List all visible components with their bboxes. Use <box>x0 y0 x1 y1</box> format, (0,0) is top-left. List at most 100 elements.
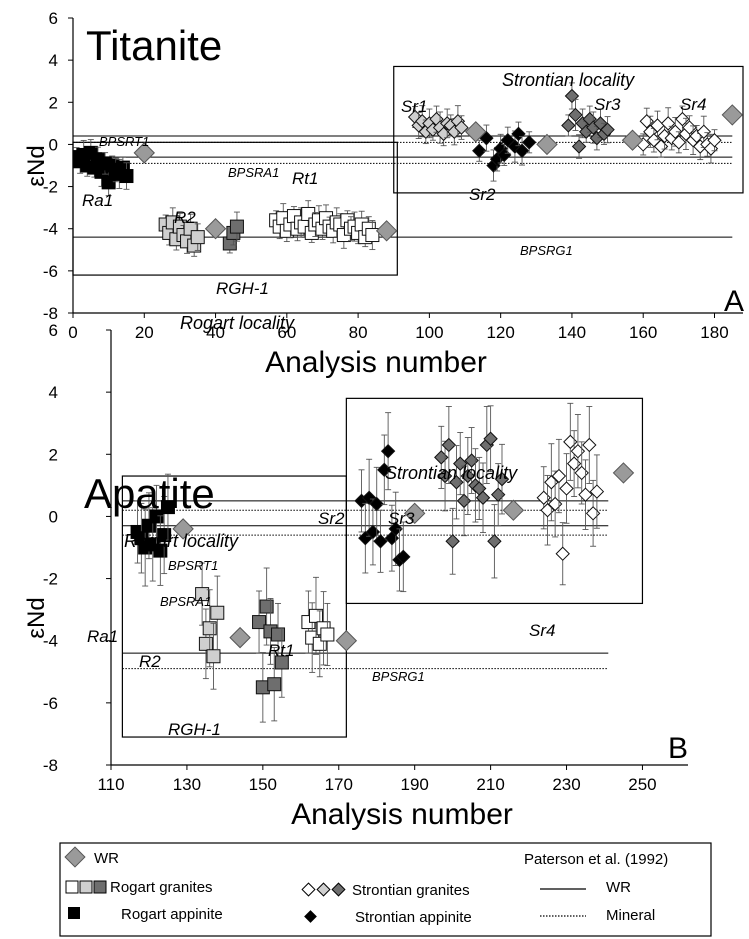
panel-a-xlabel: Analysis number <box>265 346 487 379</box>
panel-b-square-marker <box>259 599 274 614</box>
panel-b-data-point <box>198 608 213 680</box>
panel-b-data-point <box>494 443 510 515</box>
panel-b-diamond-marker <box>483 431 498 446</box>
panel-b-data-point <box>483 405 498 473</box>
panel-b-diamond-marker <box>449 475 464 490</box>
panel-b-wr-marker <box>229 626 251 649</box>
panel-b-diamond-marker <box>445 534 460 549</box>
panel-a-ref-label-bpsrt1: BPSRT1 <box>99 134 149 149</box>
panel-b-diamond-marker <box>396 549 411 565</box>
panel-b-square-marker <box>195 587 210 602</box>
panel-b-y-tick-label: 4 <box>49 383 58 402</box>
panel-b-data-point <box>437 440 453 512</box>
panel-a-y-tick-label: -4 <box>43 220 58 239</box>
panel-a-diamond-marker <box>571 139 587 154</box>
panel-b-data-point <box>153 515 168 586</box>
panel-b-data-point <box>149 484 164 548</box>
panel-a-annotation-ra1: Ra1 <box>82 191 113 210</box>
panel-a-ylabel: εNd <box>23 145 50 186</box>
panel-b-diamond-marker <box>536 490 551 505</box>
panel-b-square-marker <box>267 677 282 692</box>
panel-a-y-tick-label: 4 <box>49 51 58 70</box>
panel-b-wr-point <box>612 462 635 484</box>
panel-a-annotation-rgh1: RGH-1 <box>216 279 269 298</box>
panel-a-diamond-marker <box>454 120 469 135</box>
panel-b-x-tick-label: 150 <box>249 775 277 794</box>
panel-a-box-strontian-label: Strontian locality <box>502 70 635 90</box>
panel-b-wr-marker <box>612 462 635 484</box>
panel-b-data-point <box>369 466 384 542</box>
legend-rogart-appinite-label: Rogart appinite <box>121 906 223 923</box>
panel-a-data-point <box>671 131 687 154</box>
legend-reference-title: Paterson et al. (1992) <box>524 851 668 868</box>
panel-b-data-point <box>475 462 491 534</box>
panel-b-x-tick-label: 110 <box>97 775 124 794</box>
panel-b-data-point <box>441 405 457 484</box>
panel-a-y-tick-label: -2 <box>43 178 58 197</box>
panel-a-data-point <box>472 139 487 162</box>
panel-a-square-marker <box>101 175 116 190</box>
panel-a-annotation-sr2: Sr2 <box>469 185 496 204</box>
legend-wr: WR <box>64 846 119 868</box>
panel-a-y-tick-label: 0 <box>49 135 58 154</box>
panel-a-title: Titanite <box>86 22 222 69</box>
panel-b-title: Apatite <box>84 470 215 517</box>
panel-b-square-marker <box>157 528 172 543</box>
panel-b-x-tick-label: 230 <box>552 775 580 794</box>
panel-b-y-tick-label: -4 <box>43 632 58 651</box>
panel-b-xlabel: Analysis number <box>291 798 513 831</box>
panel-b-diamond-marker <box>377 462 392 478</box>
panel-a-wr-marker <box>536 133 558 156</box>
panel-b-data-point <box>551 438 567 514</box>
panel-a-wr-point <box>204 218 227 240</box>
panel-b-x-tick-label: 130 <box>173 775 201 794</box>
panel-b-data-point <box>449 445 464 520</box>
panel-b-data-point <box>320 602 335 667</box>
panel-a-x-tick-label: 100 <box>415 323 443 342</box>
panel-a-wr-marker <box>721 104 744 126</box>
panel-b-square-marker <box>274 655 289 670</box>
legend-reference: Paterson et al. (1992) WR Mineral <box>524 851 668 924</box>
legend-strontian-granite-light-marker <box>301 882 316 897</box>
panel-a-label: A <box>724 285 744 318</box>
panel-b-square-marker <box>320 627 335 642</box>
legend-rogart-appinite: Rogart appinite <box>68 906 223 923</box>
legend-rogart-granites-label: Rogart granites <box>110 879 213 896</box>
panel-a-data-point <box>190 223 205 251</box>
panel-b-data-point <box>380 412 396 491</box>
panel-b-diamond-marker <box>453 456 468 471</box>
panel-a-diamond-marker <box>514 143 530 158</box>
panel-a-wr-point <box>465 121 487 143</box>
panel-b-square-marker <box>210 605 225 620</box>
panel-a-data-point <box>593 108 608 139</box>
panel-b-annotation-sr2: Sr2 <box>318 509 345 528</box>
panel-a-data-point <box>561 114 576 137</box>
panel-b-ylabel: εNd <box>23 597 50 638</box>
panel-a-data-point <box>479 124 494 152</box>
panel-b-data-point <box>388 491 403 566</box>
panel-b-data-point <box>490 463 506 527</box>
panel-b-data-point <box>570 414 586 489</box>
panel-a-square-marker <box>365 228 380 243</box>
panel-a-x-tick-label: 140 <box>558 323 586 342</box>
legend-frame <box>59 842 712 937</box>
panel-a-square-marker <box>190 230 205 245</box>
panel-b-diamond-marker <box>437 468 453 484</box>
panel-a-titanite: 0 20 40 60 80 100 120 140 160 180 -8 -6 -4 -2 0 2 4 6 Tit… <box>23 9 744 379</box>
panel-a-diamond-marker <box>521 135 537 150</box>
panel-b-locality-box-1 <box>345 397 644 605</box>
panel-b-data-point <box>210 575 225 650</box>
legend-wr-label: WR <box>94 850 119 867</box>
panel-b-data-point <box>559 453 574 524</box>
panel-b-data-point <box>453 432 468 496</box>
legend-strontian-granite-dark-marker <box>331 882 346 897</box>
panel-b-data-point <box>460 437 476 516</box>
panel-a-x-tick-label: 0 <box>68 323 77 342</box>
panel-a-ref-label-bpsra1: BPSRA1 <box>228 165 279 180</box>
panel-a-data-point <box>571 134 587 159</box>
panel-a-diamond-marker <box>568 107 583 123</box>
panel-b-diamond-marker <box>589 484 605 499</box>
panel-a-x-tick-label: 60 <box>277 323 296 342</box>
panel-b-diamond-marker <box>490 487 506 502</box>
panel-b-diamond-marker <box>475 490 491 505</box>
